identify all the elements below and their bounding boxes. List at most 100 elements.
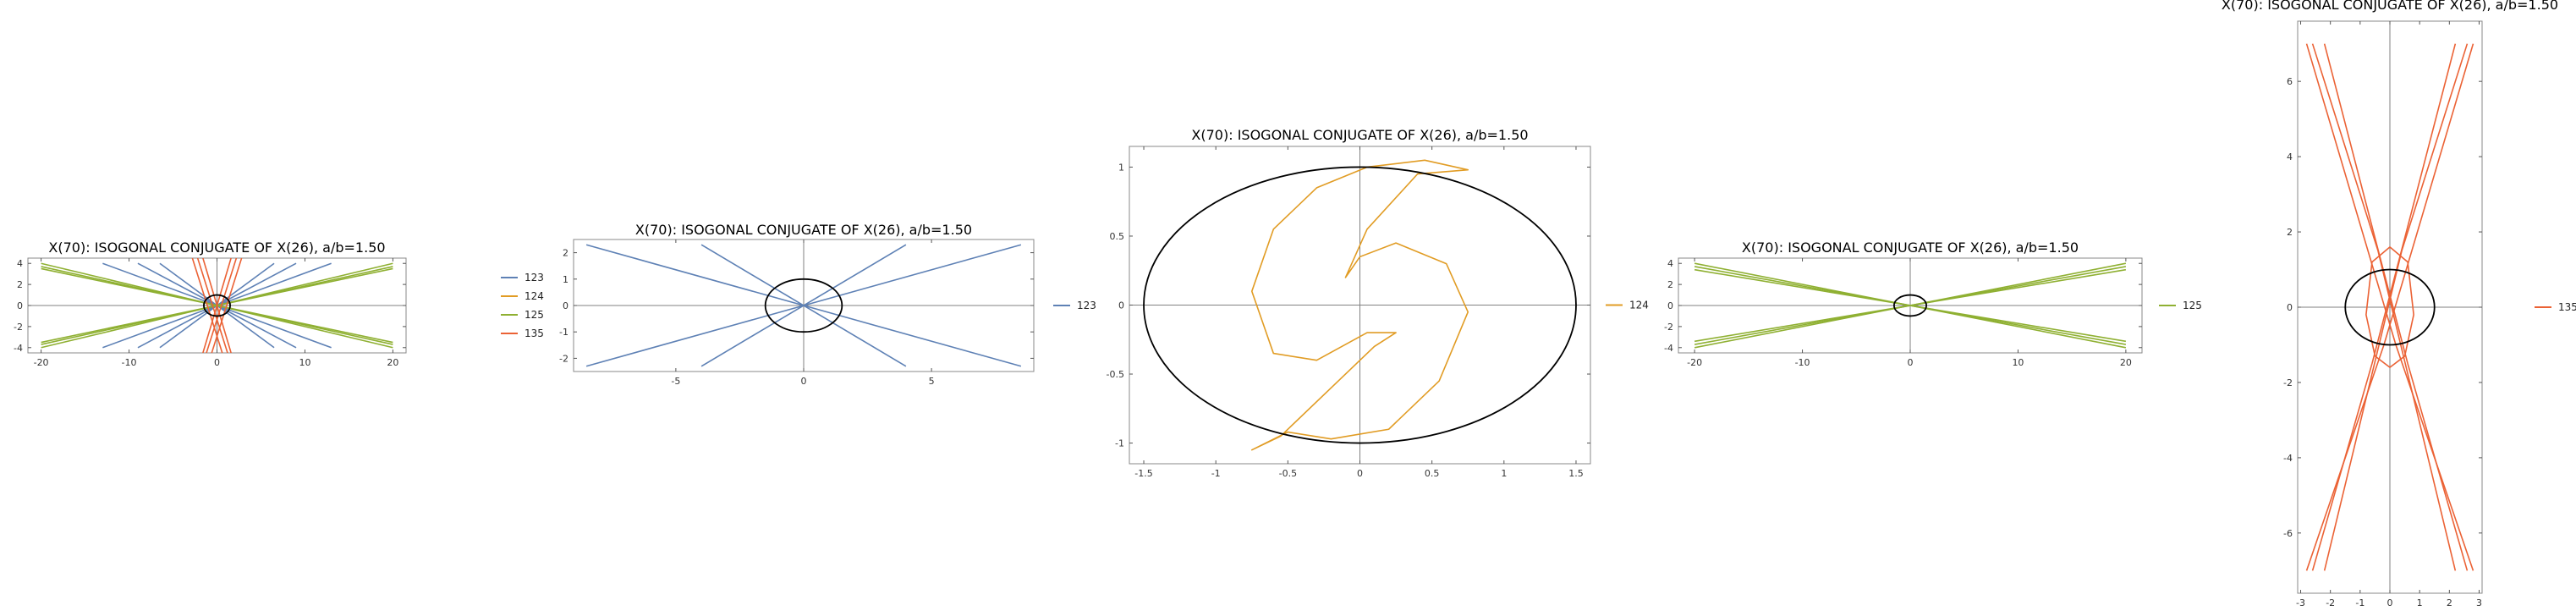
y-tick-label: -6 [2283, 528, 2293, 539]
x-tick-label: 0 [801, 376, 807, 387]
plot-area [1694, 262, 2127, 349]
legend-label: 125 [525, 309, 544, 321]
series-line-135 [2323, 43, 2469, 571]
x-tick-label: 0 [214, 357, 220, 368]
chart-title: X(70): ISOGONAL CONJUGATE OF X(26), a/b=… [635, 222, 972, 238]
ellipse-curve [1143, 166, 1577, 444]
x-tick-label: -0.5 [1279, 468, 1297, 479]
y-tick-label: 4 [17, 258, 23, 269]
series-line-123 [700, 244, 907, 367]
legend-label: 125 [2183, 300, 2202, 311]
chart-3: X(70): ISOGONAL CONJUGATE OF X(26), a/b=… [1107, 127, 1649, 479]
y-tick-label: 0.5 [1110, 231, 1125, 242]
y-tick-label: 0 [1667, 300, 1673, 311]
y-tick-label: -2 [14, 322, 23, 333]
x-tick-label: 5 [929, 376, 935, 387]
y-tick-label: 1 [563, 274, 568, 285]
series-line-135 [211, 258, 243, 353]
x-tick-label: 2 [2447, 597, 2452, 608]
x-tick-label: 20 [2120, 357, 2132, 368]
y-tick-label: -1 [559, 327, 568, 338]
series-curve-135 [2365, 246, 2414, 368]
plot-area [41, 258, 393, 353]
x-tick-label: 20 [387, 357, 398, 368]
chart-5: X(70): ISOGONAL CONJUGATE OF X(26), a/b=… [2222, 0, 2576, 608]
x-tick-label: -3 [2296, 597, 2305, 608]
y-tick-label: 0 [563, 300, 568, 311]
y-tick-label: 4 [2287, 151, 2293, 162]
ellipse-curve [1892, 294, 1928, 317]
x-tick-label: 1 [2417, 597, 2423, 608]
y-tick-label: -4 [2283, 453, 2293, 464]
legend-label: 124 [525, 290, 544, 302]
x-tick-label: 0 [1908, 357, 1914, 368]
legend-label: 123 [525, 272, 544, 283]
x-tick-label: 0 [2387, 597, 2393, 608]
series-135 [2305, 43, 2474, 571]
chart-4: X(70): ISOGONAL CONJUGATE OF X(26), a/b=… [1664, 239, 2202, 368]
series-124 [1250, 159, 1469, 451]
legend-label: 124 [1629, 300, 1649, 311]
series-123 [585, 244, 1022, 367]
series-line-135 [202, 258, 232, 353]
y-tick-label: -4 [1664, 343, 1673, 354]
x-tick-label: -20 [34, 357, 49, 368]
y-tick-label: -0.5 [1107, 369, 1124, 380]
x-tick-label: -2 [2326, 597, 2335, 608]
x-tick-label: -1 [1211, 468, 1221, 479]
series-line-135 [206, 258, 238, 353]
series-curve-124 [1250, 159, 1469, 451]
legend-label: 123 [1077, 300, 1096, 311]
x-tick-label: -10 [1795, 357, 1810, 368]
chart-1: X(70): ISOGONAL CONJUGATE OF X(26), a/b=… [14, 239, 544, 368]
x-tick-label: -10 [122, 357, 137, 368]
x-tick-label: 10 [2012, 357, 2024, 368]
y-tick-label: 0 [2287, 302, 2293, 313]
legend-label: 135 [2558, 301, 2576, 313]
series-135 [191, 258, 243, 353]
chart-title: X(70): ISOGONAL CONJUGATE OF X(26), a/b=… [1742, 239, 2079, 256]
legend-label: 135 [525, 328, 544, 339]
plot-area [2305, 43, 2474, 571]
x-tick-label: 1 [1501, 468, 1507, 479]
x-tick-label: -20 [1687, 357, 1702, 368]
y-tick-label: -2 [559, 353, 568, 364]
chart-title: X(70): ISOGONAL CONJUGATE OF X(26), a/b=… [48, 239, 385, 256]
y-tick-label: -1 [1115, 438, 1124, 449]
series-line-135 [2323, 43, 2469, 571]
chart-title: X(70): ISOGONAL CONJUGATE OF X(26), a/b=… [1191, 127, 1528, 143]
series-line-135 [196, 258, 228, 353]
y-tick-label: 0 [17, 300, 23, 311]
x-tick-label: 0 [1357, 468, 1363, 479]
plot-area [1143, 159, 1577, 451]
chart-2: X(70): ISOGONAL CONJUGATE OF X(26), a/b=… [559, 222, 1096, 387]
x-tick-label: -5 [671, 376, 680, 387]
y-tick-label: 2 [1667, 279, 1673, 290]
y-tick-label: 4 [1667, 258, 1673, 269]
x-tick-label: -1.5 [1134, 468, 1152, 479]
ellipse-curve [203, 294, 231, 317]
y-tick-label: 6 [2287, 76, 2293, 87]
y-tick-label: -4 [14, 343, 23, 354]
series-line-135 [2311, 43, 2457, 571]
y-tick-label: 1 [1118, 162, 1124, 173]
chart-title: X(70): ISOGONAL CONJUGATE OF X(26), a/b=… [2222, 0, 2558, 13]
series-line-125 [1694, 268, 2127, 343]
y-tick-label: 0 [1118, 300, 1124, 311]
series-line-135 [2311, 43, 2457, 571]
ellipse-curve [2344, 268, 2436, 346]
ellipse-curve [764, 278, 843, 333]
x-tick-label: 1.5 [1568, 468, 1584, 479]
x-tick-label: 0.5 [1425, 468, 1440, 479]
y-tick-label: -2 [2283, 377, 2293, 388]
series-125 [1694, 262, 2127, 349]
x-tick-label: 3 [2476, 597, 2482, 608]
y-tick-label: 2 [563, 248, 568, 259]
y-tick-label: 2 [17, 279, 23, 290]
y-tick-label: -2 [1664, 322, 1673, 333]
plot-area [585, 244, 1022, 367]
y-tick-label: 2 [2287, 227, 2293, 238]
x-tick-label: 10 [299, 357, 310, 368]
x-tick-label: -1 [2355, 597, 2365, 608]
